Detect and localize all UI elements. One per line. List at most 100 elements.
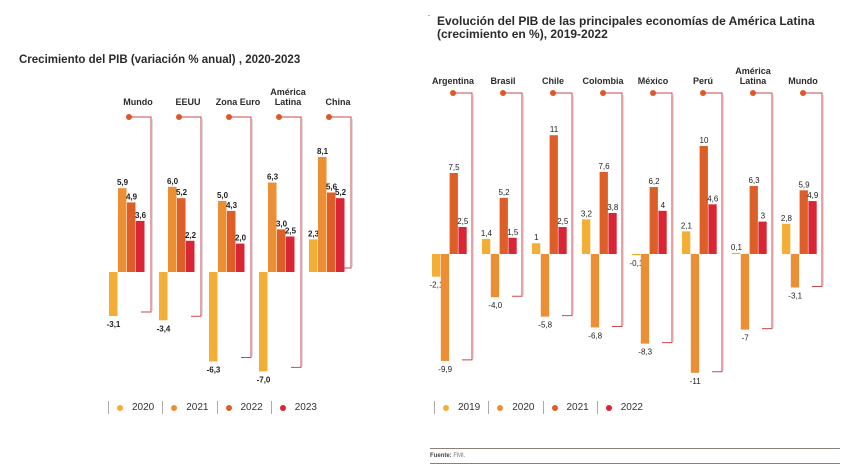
legend-label: 2023: [294, 402, 317, 413]
value-label-2023: 2,2: [185, 231, 197, 240]
category-bracket: [329, 116, 352, 269]
bar-2020: [690, 254, 700, 373]
bar-2022: [127, 202, 136, 272]
source-text: FMI.: [453, 453, 466, 459]
value-label-2019: 1,4: [481, 229, 493, 238]
category-bracket: [179, 116, 202, 317]
group-brasil: Brasil 1,4 -4,0 5,2 1,5: [481, 76, 524, 310]
bar-2021: [268, 182, 277, 272]
value-label-2020: -4,0: [488, 301, 502, 310]
right-chart-title-line-1: Evolución del PIB de las principales eco…: [437, 14, 815, 28]
right-legend-item-2020: 2020: [488, 401, 542, 414]
category-label: Mundo: [123, 97, 153, 107]
legend-label: 2021: [186, 402, 209, 413]
left-chart: Mundo -3,1 5,9 4,9 3,6 EEUU -3,4 6,0 5,2 2,2 Zona …: [107, 87, 353, 384]
bar-2019: [482, 238, 491, 254]
category-bracket: [603, 92, 623, 327]
value-label-2020: -8,3: [638, 348, 652, 357]
legend-dot-icon: [279, 404, 286, 411]
bar-2019: [632, 254, 641, 256]
category-label: Latina: [740, 76, 767, 86]
bar-2021: [799, 190, 808, 254]
category-label: México: [638, 76, 669, 86]
legend-dot-icon: [443, 404, 449, 411]
value-label-2021: 5,2: [498, 188, 510, 197]
value-label-2021: 5,9: [798, 180, 810, 189]
bar-2022: [327, 192, 336, 272]
category-bracket: [229, 116, 252, 358]
bar-2022: [227, 210, 236, 272]
bar-2019: [432, 254, 441, 277]
left-legend-item-2021: 2021: [162, 401, 216, 414]
value-label-2020: -3,1: [107, 320, 121, 329]
left-legend-item-2023: 2023: [270, 401, 325, 414]
bar-2020: [640, 254, 650, 344]
value-label-2022: 5,2: [176, 188, 188, 197]
group-mundo: Mundo -3,1 5,9 4,9 3,6: [107, 97, 154, 329]
bar-2023: [286, 236, 295, 272]
value-label-2019: -0,1: [630, 259, 644, 268]
bar-2023: [236, 243, 245, 272]
source-label: Fuente:: [430, 453, 452, 459]
bar-2022: [608, 212, 617, 254]
legend-label: 2020: [512, 402, 535, 413]
bar-2019: [732, 252, 741, 255]
source-note: Fuente: FMI.: [430, 448, 840, 464]
value-label-2020: -6,3: [207, 365, 221, 374]
bar-2019: [532, 243, 541, 254]
value-label-2020: -3,4: [157, 324, 171, 333]
legend-dot-icon: [605, 404, 612, 411]
bar-2021: [649, 187, 658, 254]
legend-dot-icon: [171, 404, 178, 411]
left-chart-title: Crecimiento del PIB (variación % anual) …: [19, 54, 301, 66]
group-china: China 2,3 8,1 5,65,2: [308, 97, 353, 272]
value-label-2022: 2,5: [557, 217, 569, 226]
category-label: China: [325, 97, 351, 107]
value-label-2022: 1,5: [507, 228, 519, 237]
value-label-2022: 2,5: [457, 217, 469, 226]
value-label-2021: 6,0: [167, 177, 179, 186]
value-label-2021: 8,1: [317, 147, 329, 156]
category-bracket: [129, 116, 152, 313]
value-label-2019: 2,1: [681, 221, 693, 230]
category-bracket: [653, 92, 673, 344]
bar-2020: [440, 254, 450, 361]
legend-dot-icon: [551, 404, 558, 411]
bar-2022: [708, 204, 717, 254]
legend-label: 2019: [458, 402, 481, 413]
value-label-2021: 7,6: [598, 162, 610, 171]
right-legend-item-2022: 2022: [596, 401, 651, 414]
value-label-2023: 3,6: [135, 211, 147, 220]
value-label-2021: 11: [550, 125, 559, 134]
category-label: Chile: [542, 76, 564, 86]
group-eeuu: EEUU -3,4 6,0 5,2 2,2: [157, 97, 203, 333]
right-chart: Argentina -2,1 -9,9 7,5 2,5 Brasil 1,4 -4,0 5,2 1…: [430, 66, 824, 386]
legend-dot-icon: [117, 404, 123, 411]
category-label: Colombia: [582, 76, 624, 86]
value-label-2020: -5,8: [538, 321, 552, 330]
value-label-2020: -11: [690, 377, 702, 386]
legend-label: 2022: [240, 402, 263, 413]
left-legend: 2020 2021 2022 2023: [108, 401, 325, 414]
bar-2021: [749, 185, 758, 254]
group-zona-euro: Zona Euro -6,3 5,04,3 2,0: [207, 97, 261, 374]
right-chart-title-line-2: (crecimiento en %), 2019-2022: [437, 27, 608, 41]
value-label-2019: 3,2: [581, 209, 593, 218]
category-label: Latina: [275, 97, 302, 107]
bar-2022: [508, 237, 517, 254]
legend-label: 2022: [620, 402, 643, 413]
bar-2021: [699, 146, 708, 254]
bar-2022: [758, 221, 767, 254]
value-label-2021: 7,5: [448, 163, 460, 172]
bar-2021: [599, 171, 608, 254]
bar-2020: [590, 254, 600, 328]
bar-2020: [790, 254, 800, 288]
bar-2022: [558, 227, 567, 254]
value-label-2020: -7: [742, 334, 750, 343]
value-label-2020: -7,0: [257, 375, 271, 384]
value-label-2020: -6,8: [588, 331, 602, 340]
group-perú: Perú 2,1 -11 10 4,6: [681, 76, 724, 386]
value-label-2019: 1: [534, 233, 539, 242]
